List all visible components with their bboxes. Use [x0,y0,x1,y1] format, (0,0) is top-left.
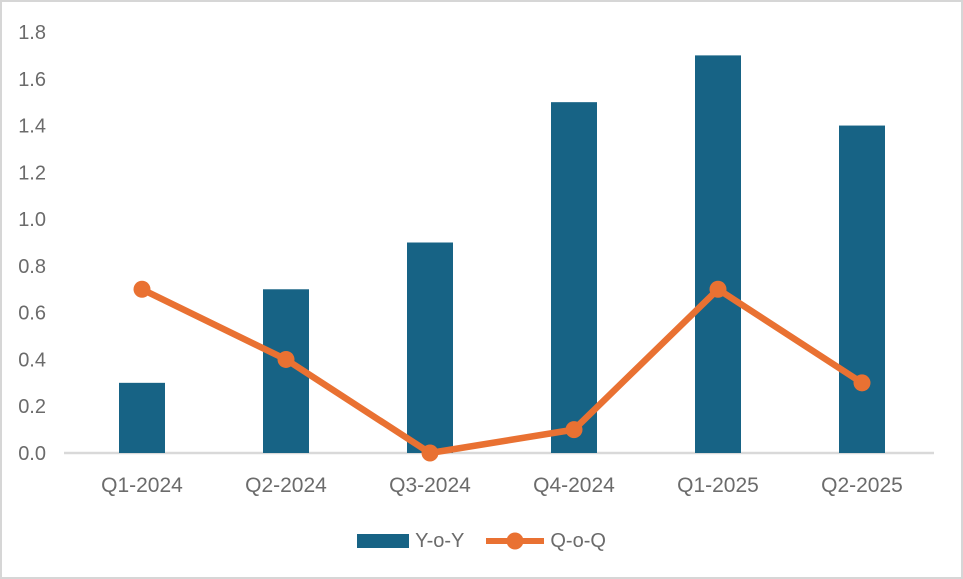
bar-series-swatch [357,534,410,548]
legend-item-yoy: Y-o-Y [357,531,464,551]
line-series-swatch [486,532,545,550]
legend-label-qoq: Q-o-Q [550,530,606,552]
data-point-marker-Q2-2025 [853,374,871,392]
y-axis-tick-label: 1.0 [18,209,46,231]
data-point-marker-Q1-2025 [709,280,727,298]
combo-chart-plot-area: 0.0 0.2 0.4 0.6 0.8 1.0 1.2 1.4 1.6 1.8 Q1-2024 Q2-… [18,22,934,497]
y-axis-tick-label: 0.8 [18,256,46,278]
data-point-marker-Q2-2024 [277,350,295,368]
chart-legend: Y-o-Y Q-o-Q [2,525,961,557]
bar-Q4-2024 [551,102,597,454]
y-axis-tick-label: 0.2 [18,396,46,418]
x-axis-tick-label: Q2-2025 [821,474,903,497]
x-axis-tick-label: Q1-2024 [101,474,183,497]
data-point-marker-Q1-2024 [133,280,151,298]
y-axis-tick-label: 0.4 [18,349,46,371]
bar-Q2-2025 [839,125,885,454]
legend-label-yoy: Y-o-Y [415,530,465,552]
bar-Q1-2024 [119,382,165,453]
y-axis-tick-label: 0.6 [18,303,46,325]
y-axis-tick-label: 1.8 [18,22,46,44]
line-marker-dot [506,532,524,550]
y-axis-tick-label: 1.2 [18,162,46,184]
x-axis-tick-label: Q4-2024 [533,474,615,497]
legend-item-qoq: Q-o-Q [486,531,606,551]
bar-Q3-2024 [407,242,453,453]
x-axis-tick-label: Q2-2024 [245,474,327,497]
x-axis-tick-label: Q1-2025 [677,474,759,497]
data-point-marker-Q3-2024 [421,444,439,462]
data-point-marker-Q4-2024 [565,421,583,439]
y-axis-tick-label: 1.6 [18,69,46,91]
y-axis-tick-label: 0.0 [18,443,46,465]
bar-Q1-2025 [695,55,741,454]
qoq-line [140,286,864,457]
y-axis-tick-label: 1.4 [18,116,46,138]
x-axis-tick-label: Q3-2024 [389,474,471,497]
